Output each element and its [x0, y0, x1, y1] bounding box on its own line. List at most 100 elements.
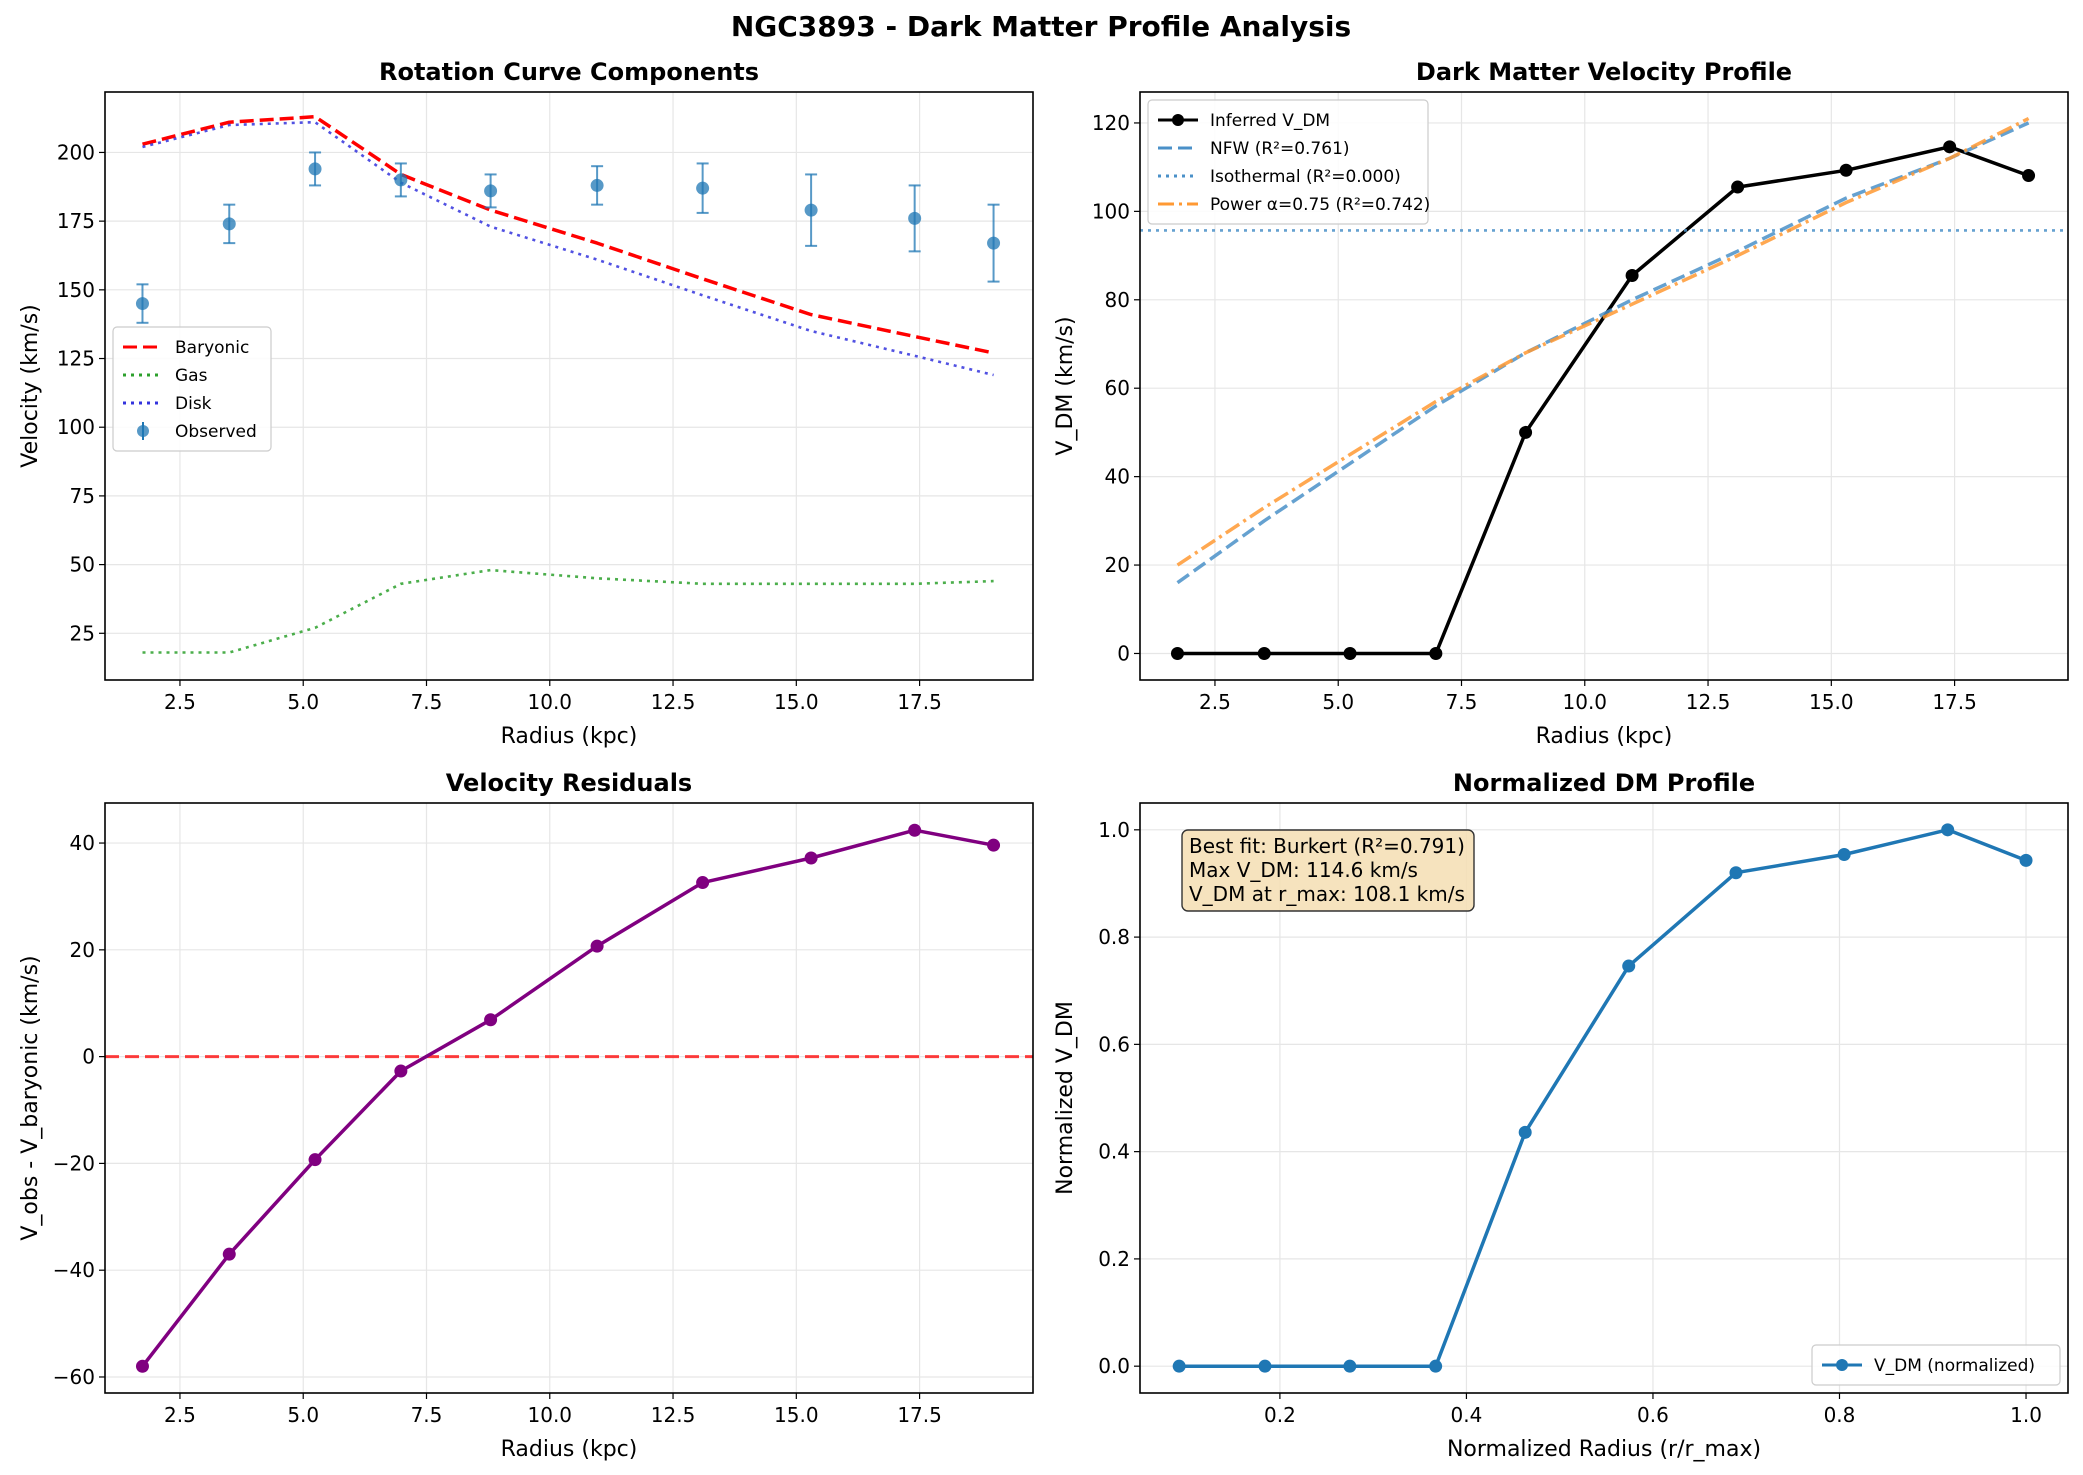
annotation-line: Max V_DM: 114.6 km/s — [1189, 858, 1418, 882]
legend-label: Observed — [175, 422, 257, 442]
x-tick-label: 15.0 — [1809, 690, 1854, 714]
x-axis-label: Normalized Radius (r/r_max) — [1447, 1437, 1761, 1462]
y-tick-label: 75 — [70, 484, 95, 508]
legend-marker — [1836, 1359, 1848, 1371]
y-tick-label: 60 — [1105, 376, 1130, 400]
x-tick-label: 5.0 — [287, 1403, 319, 1427]
legend: Baryonic Gas Disk Observed — [112, 326, 272, 452]
y-tick-label: 150 — [57, 278, 95, 302]
series-line — [1177, 145, 2030, 656]
x-tick-label: 5.0 — [287, 690, 319, 714]
data-point — [804, 203, 818, 217]
panel-dmprofile: Dark Matter Velocity Profile Radius (kpc)… — [1053, 58, 2069, 749]
data-point — [308, 1153, 322, 1167]
data-point — [1518, 1125, 1532, 1139]
data-point — [484, 1013, 498, 1027]
legend-label: NFW (R²=0.761) — [1210, 139, 1350, 159]
legend-frame — [112, 326, 272, 452]
legend-label: Power α=0.75 (R²=0.742) — [1210, 195, 1430, 215]
x-axis-label: Radius (kpc) — [1536, 724, 1673, 749]
series-line — [1176, 121, 2030, 585]
data-point — [1625, 268, 1639, 282]
annotation-box: Best fit: Burkert (R²=0.791)Max V_DM: 11… — [1181, 829, 1475, 912]
panel-residuals: Velocity Residuals Radius (kpc) V_obs - V_… — [18, 769, 1034, 1462]
legend-label: Disk — [175, 394, 212, 414]
y-tick-label: 25 — [70, 621, 95, 645]
axes-frame — [104, 802, 1034, 1394]
y-axis-label: V_DM (km/s) — [1053, 316, 1078, 455]
annotation-line: V_DM at r_max: 108.1 km/s — [1189, 882, 1465, 906]
data-point — [987, 838, 1001, 852]
plot-area — [135, 114, 1001, 654]
x-tick-label: 0.6 — [1637, 1403, 1669, 1427]
y-tick-label: 40 — [70, 831, 95, 855]
y-tick-label: 0 — [1117, 641, 1130, 665]
x-axis-label: Radius (kpc) — [501, 724, 638, 749]
data-point — [1343, 646, 1357, 660]
x-tick-label: 2.5 — [1199, 690, 1231, 714]
y-tick-label: 0.2 — [1098, 1247, 1130, 1271]
data-point — [394, 1064, 408, 1078]
data-point — [1519, 425, 1533, 439]
data-point — [222, 217, 236, 231]
y-axis-label: Velocity (km/s) — [18, 304, 43, 468]
y-tick-label: 20 — [1105, 553, 1130, 577]
data-point — [1429, 1359, 1443, 1373]
legend-label: Gas — [175, 366, 208, 386]
y-tick-label: 200 — [57, 140, 95, 164]
axes-frame — [104, 91, 1034, 681]
y-tick-label: 175 — [57, 209, 95, 233]
x-tick-label: 7.5 — [411, 690, 443, 714]
panel-title: Rotation Curve Components — [379, 58, 759, 86]
data-point — [1429, 646, 1443, 660]
data-point — [1731, 180, 1745, 194]
data-point — [908, 823, 922, 837]
plot-area — [1172, 823, 2033, 1373]
x-tick-label: 7.5 — [1446, 690, 1478, 714]
data-point — [908, 211, 922, 225]
series-disk — [142, 120, 994, 377]
x-tick-label: 0.2 — [1264, 1403, 1296, 1427]
data-point — [2019, 853, 2033, 867]
legend-label: V_DM (normalized) — [1874, 1356, 2035, 1376]
legend-label: Baryonic — [175, 338, 249, 358]
annotation-line: Best fit: Burkert (R²=0.791) — [1189, 834, 1465, 858]
panel-rotation: Rotation Curve Components Radius (kpc) Vel… — [18, 58, 1034, 749]
x-axis-label: Radius (kpc) — [501, 1437, 638, 1462]
x-tick-label: 10.0 — [1563, 690, 1608, 714]
plot-area — [105, 823, 1033, 1373]
legend-frame — [1147, 99, 1429, 225]
y-tick-label: 125 — [57, 347, 95, 371]
data-point — [222, 1247, 236, 1261]
series-line — [1179, 828, 2027, 1368]
x-tick-label: 10.0 — [528, 1403, 573, 1427]
data-point — [987, 236, 1001, 250]
data-point — [135, 1359, 149, 1373]
legend: Inferred V_DM NFW (R²=0.761) Isothermal (R… — [1147, 99, 1430, 225]
legend: V_DM (normalized) — [1811, 1344, 2061, 1386]
y-axis-label: Normalized V_DM — [1053, 1001, 1078, 1195]
data-point — [1622, 959, 1636, 973]
x-tick-label: 2.5 — [164, 690, 196, 714]
axes-frame — [1139, 802, 2069, 1394]
data-point — [1170, 646, 1184, 660]
x-tick-label: 7.5 — [411, 1403, 443, 1427]
series-nfw-r-0-761 — [1176, 121, 2030, 585]
legend-label: Isothermal (R²=0.000) — [1210, 167, 1401, 187]
legend-marker — [1172, 114, 1184, 126]
y-tick-label: 0.4 — [1098, 1140, 1130, 1164]
x-tick-label: 2.5 — [164, 1403, 196, 1427]
x-tick-label: 15.0 — [774, 690, 819, 714]
x-tick-label: 17.5 — [897, 690, 942, 714]
data-point — [2022, 169, 2036, 183]
y-tick-label: −60 — [53, 1365, 95, 1389]
y-tick-label: 80 — [1105, 288, 1130, 312]
legend-label: Inferred V_DM — [1210, 111, 1330, 131]
x-tick-label: 15.0 — [774, 1403, 819, 1427]
series-baryonic — [142, 114, 994, 355]
data-point — [308, 162, 322, 176]
data-point — [1729, 866, 1743, 880]
x-tick-label: 12.5 — [1686, 690, 1731, 714]
series-observed — [135, 151, 1001, 324]
y-tick-label: 120 — [1092, 111, 1130, 135]
